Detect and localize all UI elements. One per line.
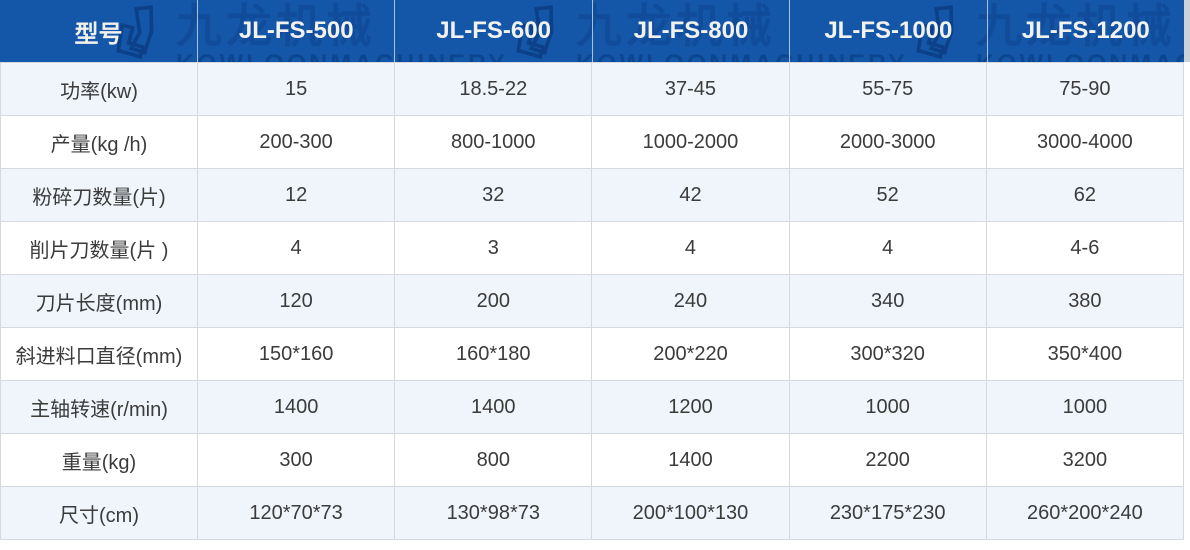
spec-value-cell: 32 [394, 168, 593, 222]
spec-value-cell: 1000 [985, 380, 1185, 434]
spec-value-cell: 160*180 [394, 327, 593, 381]
spec-value-cell: 300*320 [788, 327, 987, 381]
spec-value-cell: 200*220 [591, 327, 790, 381]
spec-value-cell: 130*98*73 [394, 486, 593, 540]
table-row: 尺寸(cm) 120*70*73 130*98*73 200*100*130 230*1… [0, 486, 1185, 540]
spec-table: 功率(kw) 15 18.5-22 37-45 55-75 75-90 产量(kg /h) 2… [0, 62, 1185, 540]
row-label: 削片刀数量(片 ) [0, 221, 198, 275]
spec-value-cell: 120 [196, 274, 396, 328]
table-row: 主轴转速(r/min) 1400 1400 1200 1000 1000 [0, 380, 1185, 434]
spec-value-cell: 75-90 [985, 62, 1185, 116]
row-label: 重量(kg) [0, 433, 198, 487]
row-label: 主轴转速(r/min) [0, 380, 198, 434]
col-header-model-2: JL-FS-600 [394, 0, 591, 62]
spec-value-cell: 42 [591, 168, 790, 222]
spec-value-cell: 340 [788, 274, 987, 328]
spec-value-cell: 300 [196, 433, 396, 487]
row-label: 尺寸(cm) [0, 486, 198, 540]
spec-value-cell: 18.5-22 [394, 62, 593, 116]
col-header-model-3: JL-FS-800 [591, 0, 789, 62]
row-label: 功率(kw) [0, 62, 198, 116]
spec-value-cell: 200 [394, 274, 593, 328]
spec-value-cell: 800 [394, 433, 593, 487]
spec-value-cell: 2000-3000 [788, 115, 987, 169]
table-row: 产量(kg /h) 200-300 800-1000 1000-2000 2000-30… [0, 115, 1185, 169]
spec-value-cell: 1400 [196, 380, 396, 434]
page-edge-strip [1184, 0, 1190, 62]
row-label: 斜进料口直径(mm) [0, 327, 198, 381]
table-row: 功率(kw) 15 18.5-22 37-45 55-75 75-90 [0, 62, 1185, 116]
spec-value-cell: 350*400 [985, 327, 1185, 381]
table-row: 斜进料口直径(mm) 150*160 160*180 200*220 300*320 35… [0, 327, 1185, 381]
table-row: 刀片长度(mm) 120 200 240 340 380 [0, 274, 1185, 328]
col-header-model-label: 型号 [74, 20, 123, 48]
spec-value-cell: 3 [394, 221, 593, 275]
spec-value-cell: 260*200*240 [985, 486, 1185, 540]
spec-value-cell: 120*70*73 [196, 486, 396, 540]
spec-value-cell: 37-45 [591, 62, 790, 116]
spec-value-cell: 200-300 [196, 115, 396, 169]
spec-table-body: 功率(kw) 15 18.5-22 37-45 55-75 75-90 产量(kg /h) 2… [0, 62, 1185, 540]
spec-value-cell: 200*100*130 [591, 486, 790, 540]
spec-value-cell: 62 [985, 168, 1185, 222]
col-header-model-5: JL-FS-1200 [986, 0, 1184, 62]
spec-value-cell: 4-6 [985, 221, 1185, 275]
col-header-model-4: JL-FS-1000 [789, 0, 986, 62]
spec-value-cell: 1200 [591, 380, 790, 434]
spec-value-cell: 1400 [591, 433, 790, 487]
spec-value-cell: 15 [196, 62, 396, 116]
row-label: 产量(kg /h) [0, 115, 198, 169]
spec-value-cell: 3000-4000 [985, 115, 1185, 169]
spec-value-cell: 1000 [788, 380, 987, 434]
spec-value-cell: 12 [196, 168, 396, 222]
spec-value-cell: 380 [985, 274, 1185, 328]
spec-value-cell: 1400 [394, 380, 593, 434]
spec-value-cell: 4 [591, 221, 790, 275]
spec-value-cell: 240 [591, 274, 790, 328]
table-header: 九龙机械 KOWLOONMACHINERY 九龙机械 KOWLOONMACHIN… [0, 0, 1184, 62]
header-cells: 型号 JL-FS-500 JL-FS-600 JL-FS-800 JL-FS-1000 J… [0, 0, 1184, 62]
row-label: 粉碎刀数量(片) [0, 168, 198, 222]
spec-value-cell: 3200 [985, 433, 1185, 487]
table-row: 重量(kg) 300 800 1400 2200 3200 [0, 433, 1185, 487]
col-header-model-1: JL-FS-500 [197, 0, 394, 62]
row-label: 刀片长度(mm) [0, 274, 198, 328]
spec-value-cell: 800-1000 [394, 115, 593, 169]
spec-value-cell: 2200 [788, 433, 987, 487]
spec-value-cell: 230*175*230 [788, 486, 987, 540]
spec-value-cell: 55-75 [788, 62, 987, 116]
table-row: 削片刀数量(片 ) 4 3 4 4 4-6 [0, 221, 1185, 275]
spec-value-cell: 52 [788, 168, 987, 222]
spec-value-cell: 4 [788, 221, 987, 275]
spec-value-cell: 1000-2000 [591, 115, 790, 169]
spec-value-cell: 4 [196, 221, 396, 275]
table-row: 粉碎刀数量(片) 12 32 42 52 62 [0, 168, 1185, 222]
spec-value-cell: 150*160 [196, 327, 396, 381]
